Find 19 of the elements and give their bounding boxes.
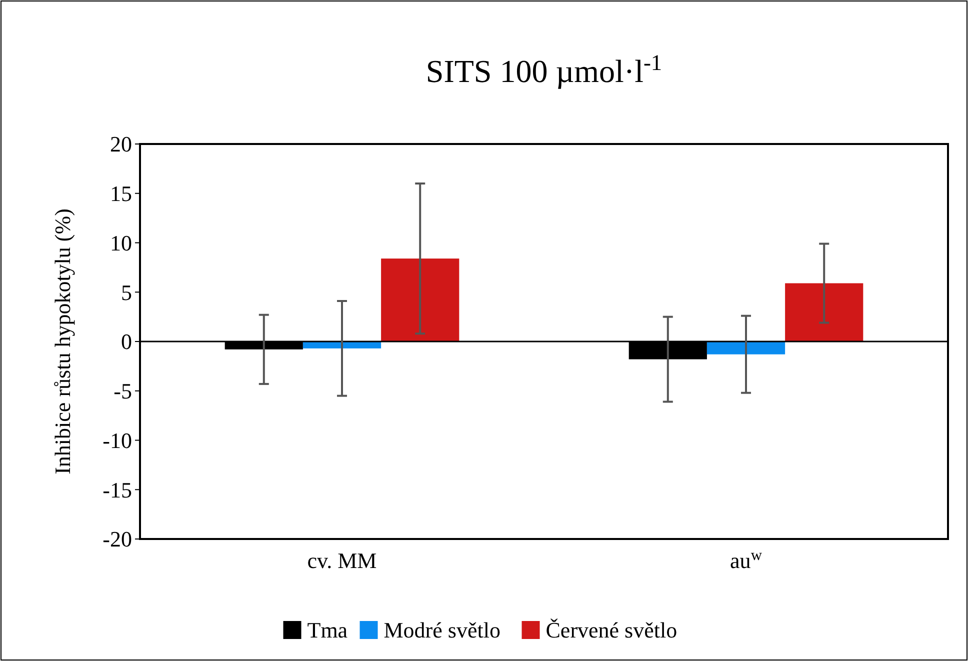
x-tick-label: au$^{w}$	[730, 546, 763, 573]
y-tick-label: -10	[102, 428, 132, 453]
bar	[785, 283, 864, 342]
legend-label: Tma	[307, 618, 348, 643]
legend-label: Modré světlo	[384, 618, 500, 643]
x-tick-label: cv. MM	[307, 548, 377, 573]
chart-title: SITS 100 µmol·l$^{-1}$	[426, 50, 662, 89]
y-tick-label: 0	[121, 329, 132, 354]
y-tick-label: -20	[102, 526, 132, 552]
y-tick-label: -5	[114, 378, 132, 404]
y-tick-label: -15	[102, 477, 132, 502]
y-axis-title: Inhibice růstu hypokotylu (%)	[50, 208, 75, 474]
y-tick-label: 15	[110, 181, 132, 206]
y-tick-label: 10	[110, 230, 132, 256]
y-tick-label: 5	[121, 280, 132, 305]
legend-label: Červené světlo	[546, 618, 678, 643]
bar	[381, 258, 460, 342]
y-tick-label: 20	[110, 132, 132, 157]
bar	[706, 342, 786, 354]
